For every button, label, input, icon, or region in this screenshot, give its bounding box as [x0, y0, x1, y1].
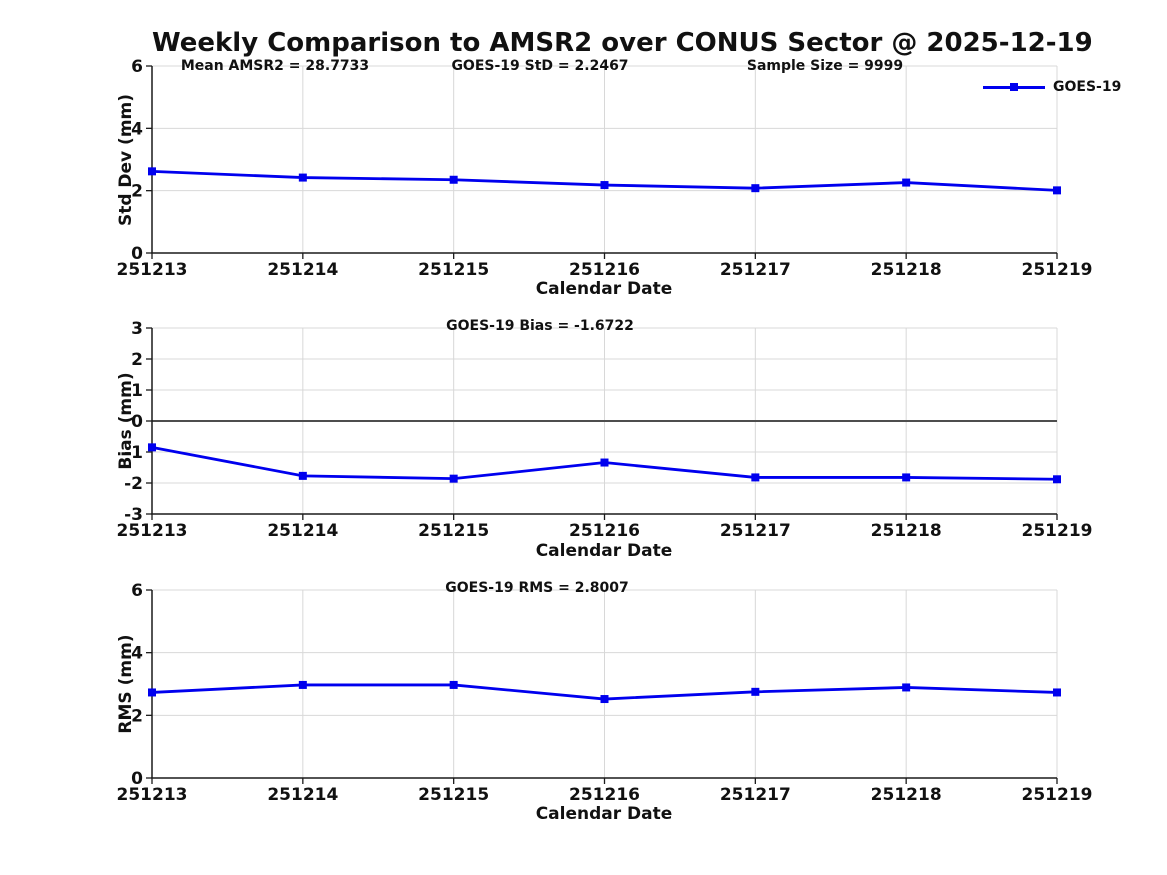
- x-tick-label: 251214: [267, 260, 338, 280]
- x-tick-label: 251217: [720, 260, 791, 280]
- data-point-marker: [1053, 688, 1061, 697]
- data-point-marker: [148, 688, 156, 697]
- y-tick-label: -3: [124, 505, 143, 525]
- data-point-marker: [449, 175, 458, 184]
- subplot-rms: 251213 251214 251215 251216 251217 251218 2512…: [117, 581, 1093, 805]
- subplot-std-dev: 251213 251214 251215 251216 251217 251218 2512…: [117, 57, 1093, 280]
- legend-line-sample-icon: [983, 78, 1045, 96]
- x-tick-label: 251215: [418, 260, 489, 280]
- x-tick-label: 251213: [117, 260, 188, 280]
- y-tick-label: 2: [131, 350, 143, 370]
- x-tick-label: 251217: [720, 521, 791, 541]
- chart-title: Weekly Comparison to AMSR2 over CONUS Se…: [152, 28, 1093, 58]
- y-tick-label: -1: [124, 443, 143, 463]
- data-point-marker: [600, 695, 609, 704]
- legend-label: GOES-19: [1053, 79, 1122, 95]
- annotation-sample-size: Sample Size = 9999: [746, 58, 904, 74]
- x-tick-label: 251218: [871, 521, 942, 541]
- x-tick-label: 251217: [720, 785, 791, 805]
- y-tick-label: 0: [131, 244, 143, 264]
- data-point-marker: [148, 167, 156, 176]
- y-tick-label: 2: [131, 706, 143, 726]
- y-tick-label: 0: [131, 412, 143, 432]
- y-tick-label: 3: [131, 319, 143, 339]
- data-point-marker: [751, 184, 760, 193]
- x-tick-label: 251214: [267, 521, 338, 541]
- annotation-goes19-rms: GOES-19 RMS = 2.8007: [445, 580, 629, 596]
- x-tick-label: 251219: [1022, 785, 1093, 805]
- data-point-marker: [298, 471, 307, 480]
- data-point-marker: [449, 680, 458, 689]
- y-tick-label: 6: [131, 581, 143, 601]
- subplot-bias: 251213 251214 251215 251216 251217 251218 2512…: [117, 319, 1093, 541]
- x-tick-label: 251215: [418, 785, 489, 805]
- x-tick-label: 251214: [267, 785, 338, 805]
- x-tick-label: 251215: [418, 521, 489, 541]
- x-tick-label: 251216: [569, 521, 640, 541]
- x-tick-label: 251213: [117, 785, 188, 805]
- data-point-marker: [298, 680, 307, 689]
- x-tick-label: 251219: [1022, 260, 1093, 280]
- x-tick-label: 251216: [569, 260, 640, 280]
- annotation-mean-amsr2: Mean AMSR2 = 28.7733: [180, 58, 370, 74]
- ylabel-std-dev: Std Dev (mm): [116, 93, 136, 227]
- x-tick-label: 251216: [569, 785, 640, 805]
- xlabel-calendar-date-1: Calendar Date: [535, 279, 673, 299]
- data-point-marker: [600, 458, 609, 467]
- legend-square-marker-icon: [1010, 83, 1018, 91]
- data-point-marker: [902, 683, 911, 692]
- data-point-marker: [1053, 186, 1061, 195]
- data-point-marker: [902, 178, 911, 187]
- x-tick-label: 251213: [117, 521, 188, 541]
- x-tick-label: 251219: [1022, 521, 1093, 541]
- y-tick-label: 4: [131, 119, 143, 139]
- y-tick-label: 1: [131, 381, 143, 401]
- y-tick-label: 4: [131, 644, 143, 664]
- xlabel-calendar-date-3: Calendar Date: [535, 804, 673, 824]
- data-point-marker: [902, 473, 911, 482]
- x-tick-label: 251218: [871, 785, 942, 805]
- y-tick-label: 0: [131, 769, 143, 789]
- ylabel-bias: Bias (mm): [116, 372, 136, 470]
- y-tick-label: 2: [131, 182, 143, 202]
- data-point-marker: [600, 181, 609, 190]
- legend: GOES-19: [983, 78, 1121, 96]
- data-point-marker: [1053, 475, 1061, 484]
- annotation-goes19-bias: GOES-19 Bias = -1.6722: [446, 318, 634, 334]
- xlabel-calendar-date-2: Calendar Date: [535, 541, 673, 561]
- y-tick-label: -2: [124, 474, 143, 494]
- ylabel-rms: RMS (mm): [116, 634, 136, 734]
- data-point-marker: [148, 443, 156, 452]
- data-point-marker: [751, 473, 760, 482]
- x-tick-label: 251218: [871, 260, 942, 280]
- data-point-marker: [449, 474, 458, 483]
- data-point-marker: [751, 687, 760, 696]
- data-point-marker: [298, 173, 307, 182]
- annotation-goes19-std: GOES-19 StD = 2.2467: [451, 58, 629, 74]
- y-tick-label: 6: [131, 57, 143, 77]
